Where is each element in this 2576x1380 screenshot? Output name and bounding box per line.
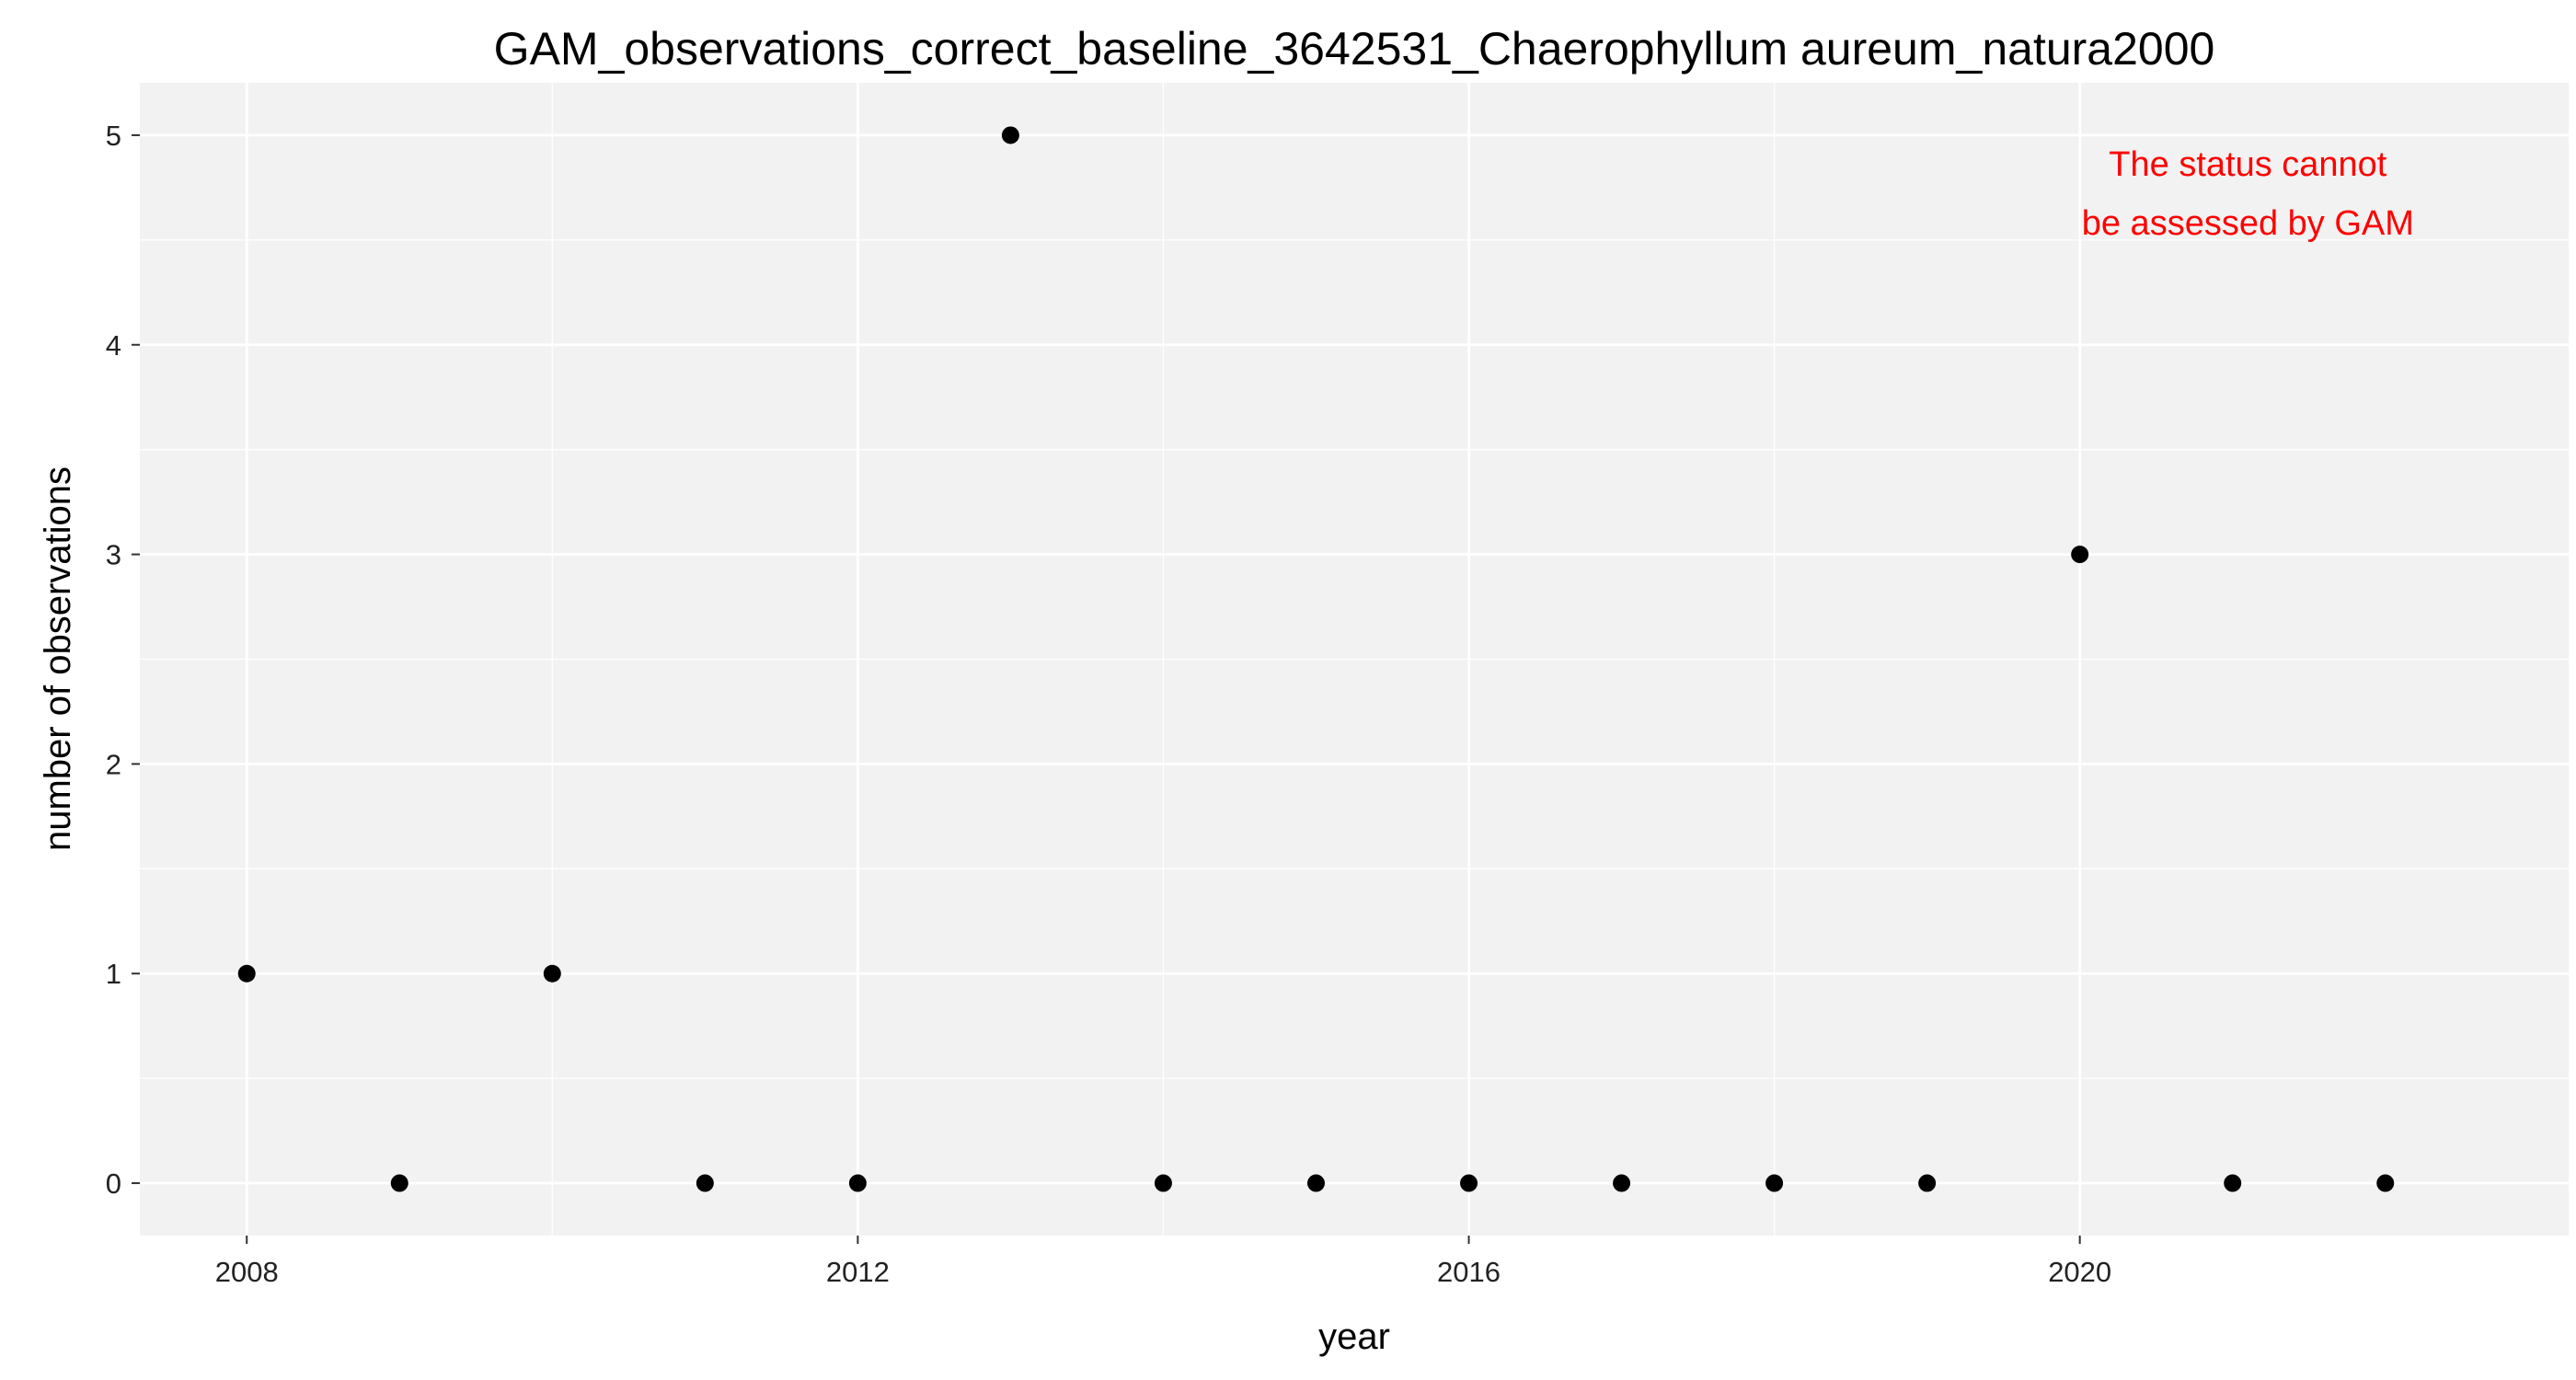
y-tick-label: 1	[106, 958, 121, 990]
x-axis-label: year	[1318, 1317, 1390, 1357]
data-point	[1613, 1174, 1631, 1192]
data-point	[390, 1174, 408, 1192]
axis-ticks	[132, 133, 2081, 1244]
annotation-line: be assessed by GAM	[2082, 204, 2414, 243]
y-tick-label: 4	[106, 329, 121, 362]
y-tick-label: 0	[106, 1167, 121, 1200]
data-point	[848, 1174, 867, 1192]
status-annotation: The status cannot be assessed by GAM	[2082, 145, 2414, 243]
data-point	[543, 964, 561, 983]
data-points	[237, 126, 2395, 1192]
data-point	[1154, 1174, 1172, 1192]
data-point	[2376, 1174, 2395, 1192]
data-point	[2071, 546, 2089, 564]
data-point	[696, 1174, 714, 1192]
data-point	[1765, 1174, 1784, 1192]
x-tick-label: 2020	[2048, 1256, 2111, 1288]
data-point	[1918, 1174, 1937, 1192]
y-axis-label: number of observations	[38, 466, 78, 851]
data-point	[1001, 126, 1019, 144]
major-gridlines	[140, 83, 2569, 1236]
chart-title: GAM_observations_correct_baseline_364253…	[494, 23, 2215, 75]
x-tick-label: 2012	[826, 1256, 890, 1288]
y-tick-label: 3	[106, 539, 121, 571]
minor-gridlines	[140, 83, 2569, 1236]
tick-labels: 2008 2012 2016 2020 0 1 2 3 4 5	[106, 120, 2111, 1288]
data-point	[2224, 1174, 2242, 1192]
y-tick-label: 5	[106, 120, 121, 152]
data-point	[1306, 1174, 1325, 1192]
x-tick-label: 2008	[215, 1256, 279, 1288]
data-point	[1460, 1174, 1478, 1192]
y-tick-label: 2	[106, 748, 121, 780]
annotation-line: The status cannot	[2109, 145, 2387, 184]
data-point	[237, 964, 256, 983]
x-tick-label: 2016	[1437, 1256, 1501, 1288]
